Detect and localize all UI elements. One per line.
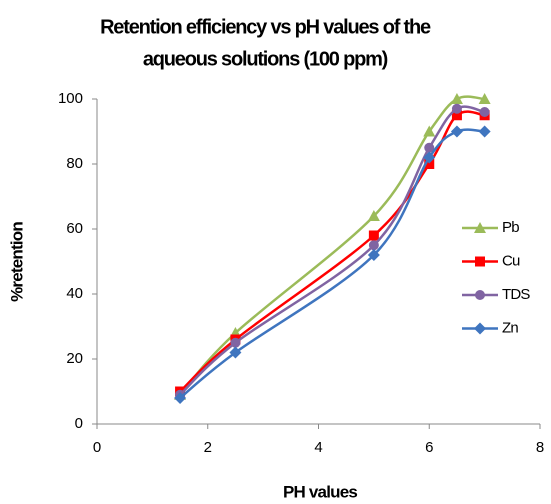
- x-tick-label: 6: [425, 439, 433, 456]
- y-tick-label: 100: [58, 90, 83, 107]
- marker: [478, 93, 491, 104]
- y-tick-label: 20: [66, 350, 83, 367]
- x-tick-label: 2: [204, 439, 212, 456]
- y-axis-title: %retention: [7, 222, 26, 302]
- marker: [451, 103, 462, 114]
- marker: [230, 337, 241, 348]
- marker: [424, 142, 435, 153]
- x-tick-label: 8: [536, 439, 544, 456]
- y-tick-label: 80: [66, 155, 83, 172]
- legend-label: Zn: [502, 319, 518, 336]
- marker: [174, 392, 187, 404]
- legend-marker: [475, 256, 485, 267]
- marker: [368, 230, 379, 241]
- marker: [451, 110, 462, 121]
- marker: [478, 125, 491, 138]
- legend-marker: [475, 290, 485, 300]
- x-tick-label: 0: [93, 439, 101, 456]
- marker: [367, 210, 380, 221]
- x-tick-label: 4: [314, 439, 322, 456]
- y-tick-label: 60: [66, 220, 83, 237]
- legend-marker: [474, 222, 486, 233]
- legend-label: Cu: [502, 252, 520, 269]
- legend-label: TDS: [502, 286, 530, 303]
- series-line: [179, 128, 485, 399]
- marker: [450, 125, 463, 138]
- marker: [424, 159, 435, 169]
- marker: [229, 346, 242, 359]
- y-tick-label: 40: [66, 285, 83, 302]
- y-tick-label: 0: [75, 415, 83, 432]
- legend-marker: [474, 322, 486, 335]
- marker: [479, 107, 490, 117]
- legend-label: Pb: [502, 219, 519, 236]
- marker: [450, 93, 463, 104]
- marker: [423, 151, 436, 164]
- marker: [367, 249, 380, 261]
- marker: [423, 125, 436, 137]
- marker: [368, 240, 379, 251]
- chart-title: Retention efficiency vs pH values of the: [100, 16, 431, 38]
- chart-title: aqueous solutions (100 ppm): [143, 48, 388, 70]
- x-axis-title: PH values: [283, 482, 357, 501]
